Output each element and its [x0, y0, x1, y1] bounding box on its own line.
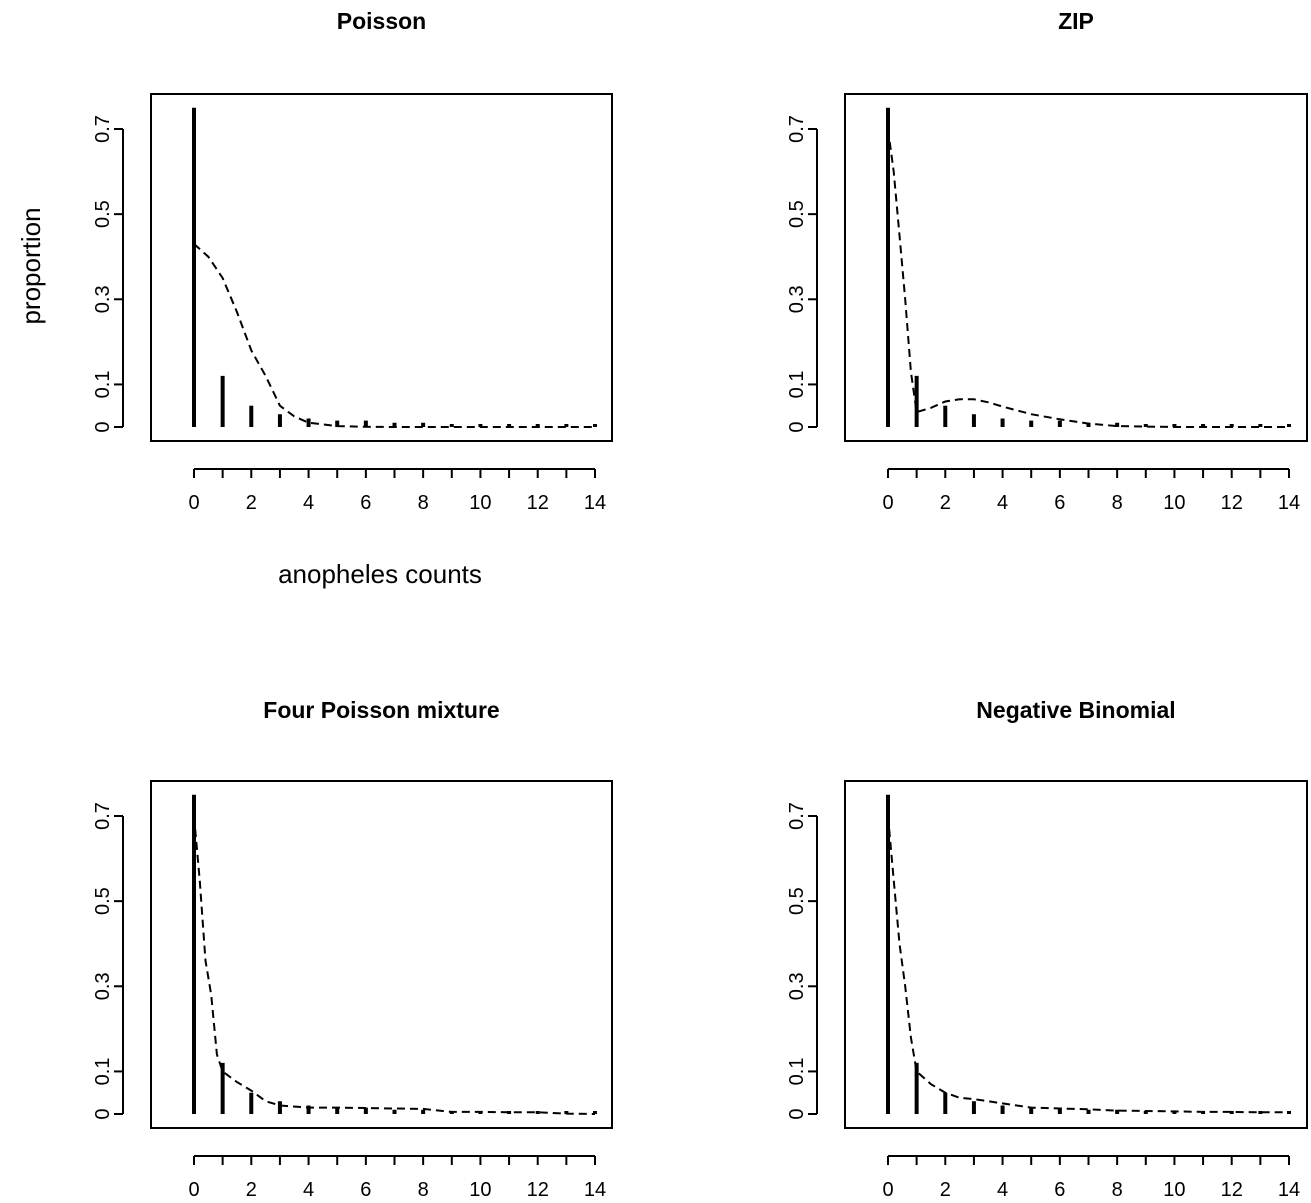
- y-tick-label: 0.1: [786, 1058, 808, 1086]
- chart-panel: Negative Binomial 0 2 4 6 8 10 12 14 0 0.1 0.3 0.5 0.…: [786, 697, 1308, 1201]
- x-tick-label: 0: [188, 492, 199, 514]
- y-tick-label: 0.7: [92, 115, 114, 143]
- plot-frame: [150, 93, 613, 442]
- x-tick-label: 4: [303, 492, 314, 514]
- x-tick-label: 12: [1221, 1179, 1243, 1201]
- y-tick-label: 0: [786, 421, 808, 432]
- x-tick-label: 10: [1163, 492, 1185, 514]
- figure-ylabel: proportion: [16, 207, 46, 324]
- chart-title: Poisson: [337, 8, 426, 34]
- x-tick-label: 2: [246, 492, 257, 514]
- x-tick-label: 8: [1112, 492, 1123, 514]
- x-tick-label: 0: [188, 1179, 199, 1201]
- fitted-dashed-line: [887, 815, 1289, 1114]
- y-tick-label: 0.3: [786, 285, 808, 313]
- x-tick-label: 6: [1054, 1179, 1065, 1201]
- y-tick-label: 0.1: [92, 371, 114, 399]
- figure-xlabel: anopheles counts: [278, 559, 482, 589]
- x-tick-label: 14: [584, 1179, 606, 1201]
- y-tick-label: 0.3: [92, 972, 114, 1000]
- x-tick-label: 4: [997, 492, 1008, 514]
- y-tick-label: 0: [92, 1108, 114, 1119]
- y-tick-label: 0: [92, 421, 114, 432]
- x-tick-label: 2: [246, 1179, 257, 1201]
- x-tick-label: 0: [882, 492, 893, 514]
- y-tick-label: 0.7: [786, 802, 808, 830]
- plot-frame: [150, 780, 613, 1129]
- x-tick-label: 12: [1221, 492, 1243, 514]
- x-tick-label: 6: [360, 492, 371, 514]
- y-tick-label: 0.3: [92, 285, 114, 313]
- y-tick-label: 0.5: [92, 887, 114, 915]
- chart-title: Four Poisson mixture: [263, 697, 499, 723]
- x-tick-label: 14: [1278, 1179, 1300, 1201]
- y-tick-label: 0.3: [786, 972, 808, 1000]
- y-tick-label: 0.1: [92, 1058, 114, 1086]
- x-tick-label: 14: [584, 492, 606, 514]
- plot-frame: [844, 780, 1308, 1129]
- x-tick-label: 10: [1163, 1179, 1185, 1201]
- fitted-dashed-line: [193, 243, 595, 428]
- x-tick-label: 2: [940, 1179, 951, 1201]
- x-tick-label: 8: [418, 492, 429, 514]
- y-tick-label: 0: [786, 1108, 808, 1119]
- fitted-dashed-line: [887, 128, 1289, 428]
- fitted-dashed-line: [193, 815, 596, 1115]
- x-tick-label: 8: [418, 1179, 429, 1201]
- x-tick-label: 10: [469, 1179, 491, 1201]
- y-tick-label: 0.1: [786, 371, 808, 399]
- y-tick-label: 0.5: [786, 200, 808, 228]
- chart-title: Negative Binomial: [976, 697, 1175, 723]
- x-tick-label: 10: [469, 492, 491, 514]
- y-tick-label: 0.7: [92, 802, 114, 830]
- chart-panel: ZIP 0 2 4 6 8 10 12 14 0 0.1 0.3 0.5 0.7: [786, 8, 1308, 514]
- y-tick-label: 0.5: [786, 887, 808, 915]
- chart-panel: Four Poisson mixture 0 2 4 6 8 10 12 14 0 0.1 0.3 0.…: [92, 697, 613, 1201]
- chart-title: ZIP: [1058, 8, 1094, 34]
- x-tick-label: 6: [360, 1179, 371, 1201]
- x-tick-label: 4: [997, 1179, 1008, 1201]
- x-tick-label: 0: [882, 1179, 893, 1201]
- x-tick-label: 12: [527, 492, 549, 514]
- x-tick-label: 12: [527, 1179, 549, 1201]
- plot-frame: [844, 93, 1308, 442]
- x-tick-label: 4: [303, 1179, 314, 1201]
- x-tick-label: 8: [1112, 1179, 1123, 1201]
- y-tick-label: 0.7: [786, 115, 808, 143]
- x-tick-label: 6: [1054, 492, 1065, 514]
- y-tick-label: 0.5: [92, 200, 114, 228]
- x-tick-label: 2: [940, 492, 951, 514]
- chart-panel: Poisson 0 2 4 6 8 10 12 14 0 0.1 0.3 0.5 0.7: [92, 8, 613, 514]
- x-tick-label: 14: [1278, 492, 1300, 514]
